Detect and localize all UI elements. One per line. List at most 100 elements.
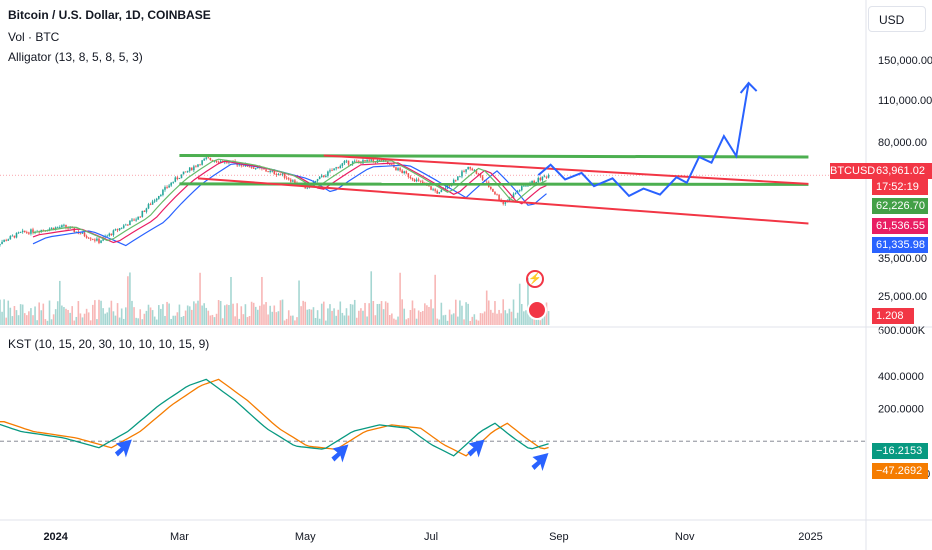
candle-body: [322, 175, 325, 177]
green-trendline: [179, 153, 809, 159]
candle-body: [207, 157, 210, 159]
candle-body: [351, 161, 354, 165]
candle-body: [430, 186, 432, 190]
alligator-legend[interactable]: Alligator (13, 8, 5, 8, 5, 3): [8, 50, 143, 64]
candle-body: [461, 171, 463, 177]
candle-body: [459, 176, 461, 178]
candle-body: [457, 176, 459, 181]
volume-bar: [444, 314, 447, 325]
kst-signal-line: [0, 378, 549, 457]
volume-bar: [409, 310, 412, 325]
volume-bar: [259, 305, 261, 325]
volume-bar: [426, 305, 428, 325]
candle-body: [523, 185, 525, 187]
candle-body: [510, 197, 513, 199]
volume-bar: [96, 319, 98, 325]
currency-button[interactable]: USD: [868, 6, 926, 32]
volume-bar: [205, 307, 208, 325]
volume-bar: [401, 299, 403, 325]
volume-bar: [541, 318, 544, 325]
volume-bar: [133, 307, 135, 325]
candle-body: [263, 168, 265, 170]
candle-body: [176, 177, 179, 180]
volume-bar: [188, 306, 191, 325]
candle-body: [252, 167, 255, 169]
volume-bar: [170, 318, 172, 325]
volume-bar: [535, 315, 538, 325]
candle-body: [94, 239, 96, 241]
volume-bar: [545, 302, 548, 325]
volume-bar: [65, 308, 67, 325]
candle-body: [116, 229, 119, 231]
volume-bar: [1, 311, 3, 325]
candle-body: [380, 159, 383, 162]
candle-body: [512, 193, 515, 198]
volume-bar: [399, 272, 401, 325]
candle-body: [440, 189, 443, 193]
drawings[interactable]: [179, 81, 809, 225]
volume-bar: [302, 300, 304, 325]
volume-bar: [116, 303, 119, 325]
candle-body: [269, 170, 271, 173]
chart-title: Bitcoin / U.S. Dollar, 1D, COINBASE: [8, 8, 211, 22]
candle-body: [518, 190, 521, 192]
candle-body: [399, 168, 401, 171]
volume-bar: [52, 314, 55, 325]
volume-bar: [201, 305, 203, 325]
x-tick-label: May: [295, 531, 316, 543]
candle-body: [339, 165, 342, 169]
lightning-icon[interactable]: ⚡: [526, 270, 544, 288]
volume-bar: [424, 303, 426, 325]
volume-bar: [434, 274, 436, 325]
volume-bar: [48, 300, 51, 325]
volume-bar: [364, 302, 366, 325]
candle-body: [5, 239, 7, 241]
volume-bar: [415, 318, 418, 325]
candle-body: [188, 167, 191, 171]
price-tick-label: 80,000.00: [878, 137, 927, 149]
candle-body: [96, 238, 98, 241]
volume-bar: [467, 303, 469, 325]
volume-bar: [13, 306, 16, 325]
candle-body: [403, 171, 406, 174]
volume-bar: [294, 320, 296, 325]
volume-legend[interactable]: Vol · BTC: [8, 30, 60, 44]
volume-bar: [153, 316, 156, 325]
candle-body: [547, 175, 550, 178]
candle-body: [537, 177, 540, 182]
volume-bar: [397, 316, 399, 325]
volume-bar: [54, 309, 57, 325]
candle-body: [11, 235, 14, 237]
volume-bar: [539, 320, 542, 325]
volume-bar: [125, 307, 127, 325]
volume-bar: [71, 306, 73, 325]
flag-us-icon[interactable]: [527, 300, 547, 320]
volume-bar: [129, 272, 131, 325]
candle-body: [75, 231, 78, 233]
candle-body: [50, 227, 53, 229]
volume-bar: [370, 271, 373, 325]
volume-bar: [236, 303, 238, 325]
candle-body: [81, 232, 84, 234]
volume-bar: [525, 310, 527, 325]
volume-bar: [114, 315, 117, 325]
candle-body: [205, 157, 208, 159]
volume-bar: [28, 311, 30, 325]
volume-bar: [32, 315, 34, 325]
volume-bar: [347, 315, 350, 325]
kst-legend[interactable]: KST (10, 15, 20, 30, 10, 10, 10, 15, 9): [8, 337, 210, 351]
candle-body: [436, 190, 439, 194]
volume-bar: [38, 302, 40, 325]
candle-body: [67, 227, 69, 229]
volume-bar: [312, 307, 315, 325]
volume-bar: [477, 320, 480, 325]
candle-body: [186, 170, 189, 172]
kst-value-label: −16.2153: [872, 443, 928, 459]
candle-body: [525, 185, 527, 187]
volume-bar: [83, 313, 86, 325]
candle-body: [114, 229, 117, 231]
volume-bar: [380, 301, 383, 325]
candle-body: [56, 227, 59, 229]
volume-bar: [368, 303, 370, 325]
